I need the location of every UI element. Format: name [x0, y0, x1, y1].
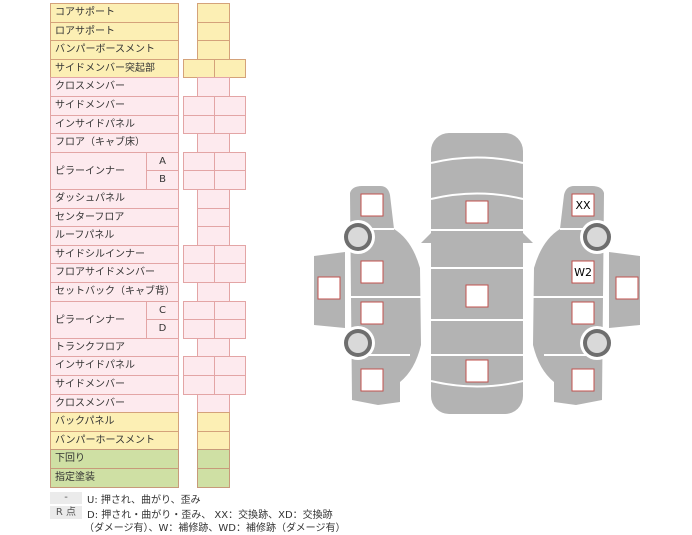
- damage-mark-right-front-door: W2: [574, 266, 592, 279]
- damage-mark-right-front: XX: [575, 199, 591, 212]
- damage-box-right-front[interactable]: [571, 193, 595, 217]
- damage-box-right-rear[interactable]: [571, 368, 595, 392]
- damage-box-right-panel[interactable]: [615, 276, 639, 300]
- damage-box-left-panel[interactable]: [317, 276, 341, 300]
- input-cell-right: [214, 319, 246, 339]
- damage-box-right-front-door[interactable]: [571, 260, 595, 284]
- wheel-icon: [587, 227, 607, 247]
- center-body: [431, 133, 523, 414]
- legend-text-d: D: 押され・曲がり・歪み、 XX：交換跡、XD：交換跡: [87, 510, 333, 521]
- input-cell-right: [214, 59, 246, 78]
- legend-text-u: U: 押され、曲がり、歪み: [87, 495, 201, 506]
- wheel-icon: [348, 227, 368, 247]
- input-cell: [197, 468, 230, 488]
- legend-text-d-cont: （ダメージ有）、W：補修跡、WD：補修跡（ダメージ有）: [84, 523, 346, 534]
- center-right-notch: [523, 233, 533, 243]
- row-label: ピラーインナー: [50, 152, 147, 190]
- wheel-icon: [587, 333, 607, 353]
- center-left-notch: [421, 233, 431, 243]
- damage-box-left-rear[interactable]: [360, 368, 384, 392]
- damage-box-right-rear-door[interactable]: [571, 301, 595, 325]
- input-cell-right: [214, 375, 246, 395]
- damage-box-left-front-door[interactable]: [360, 260, 384, 284]
- damage-box-roof-front[interactable]: [465, 200, 489, 224]
- damage-box-left-rear-door[interactable]: [360, 301, 384, 325]
- input-cell-right: [214, 263, 246, 283]
- damage-box-left-front[interactable]: [360, 193, 384, 217]
- legend-key-dash: -: [50, 492, 82, 504]
- wheel-icon: [348, 333, 368, 353]
- input-cell-right: [214, 115, 246, 134]
- row-label: ピラーインナー: [50, 301, 147, 339]
- row-label: 指定塗装: [50, 468, 179, 488]
- damage-box-trunk[interactable]: [465, 359, 489, 383]
- input-cell-right: [214, 170, 246, 190]
- damage-box-roof-center[interactable]: [465, 284, 489, 308]
- legend-key-r: R 点: [50, 506, 82, 519]
